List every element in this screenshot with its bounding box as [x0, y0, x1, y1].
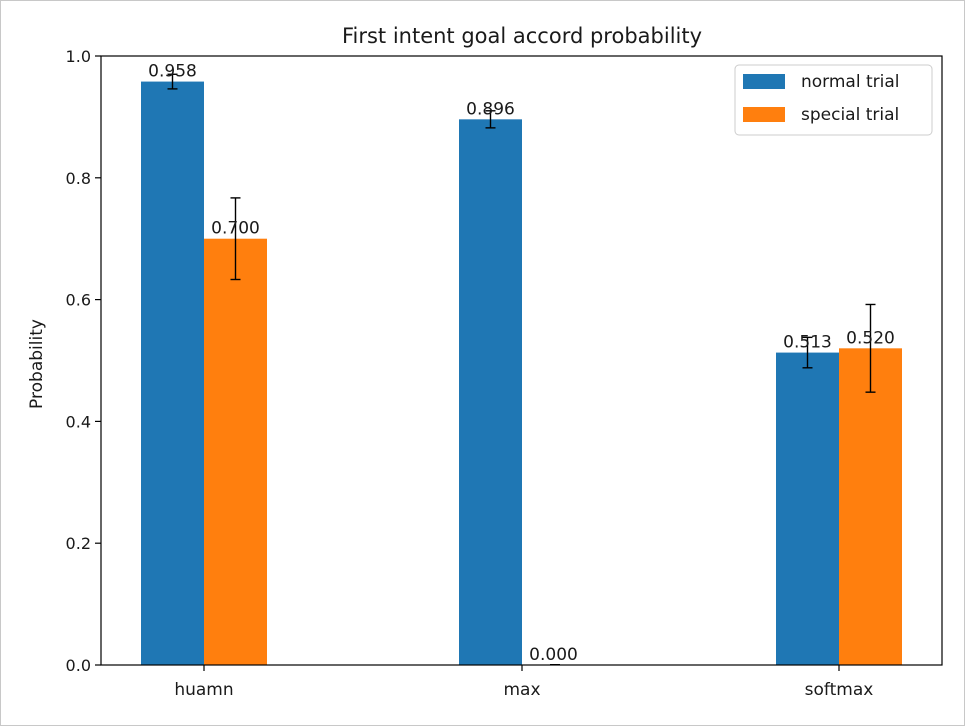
legend-swatch	[743, 74, 785, 89]
x-tick-label: softmax	[805, 680, 874, 700]
value-labels-group: 0.958 0.896 0.513 0.700 0.000 0.520	[148, 62, 895, 665]
value-label: 0.896	[466, 99, 515, 119]
x-tick-label: huamn	[174, 680, 233, 700]
plot-area-frame	[100, 55, 943, 666]
y-axis: 0.0 0.2 0.4 0.6 0.8 1.0	[66, 47, 101, 675]
value-label: 0.513	[783, 333, 832, 353]
value-label: 0.958	[148, 62, 197, 82]
bar-special-trial-huamn	[204, 238, 267, 665]
value-label: 0.700	[211, 219, 260, 239]
x-axis: huamn max softmax	[174, 665, 873, 700]
legend-swatch	[743, 107, 785, 122]
bar-normal-trial-softmax	[776, 352, 839, 665]
chart-title: First intent goal accord probability	[342, 24, 702, 48]
legend-label: normal trial	[801, 72, 900, 92]
y-tick-label: 0.4	[66, 412, 91, 431]
bar-normal-trial-huamn	[141, 81, 204, 665]
legend-label: special trial	[801, 105, 899, 125]
bars-group	[141, 81, 902, 665]
y-tick-label: 0.8	[66, 169, 91, 188]
y-tick-label: 0.6	[66, 291, 91, 310]
value-label: 0.000	[529, 645, 578, 665]
value-label: 0.520	[846, 328, 895, 348]
y-tick-label: 0.0	[66, 656, 91, 675]
legend: normal trial special trial	[734, 64, 933, 136]
bar-normal-trial-max	[459, 119, 522, 665]
y-tick-label: 1.0	[66, 47, 91, 66]
y-axis-label: Probability	[27, 319, 47, 409]
y-tick-label: 0.2	[66, 534, 91, 553]
x-tick-label: max	[503, 680, 540, 700]
bar-special-trial-softmax	[839, 348, 902, 665]
